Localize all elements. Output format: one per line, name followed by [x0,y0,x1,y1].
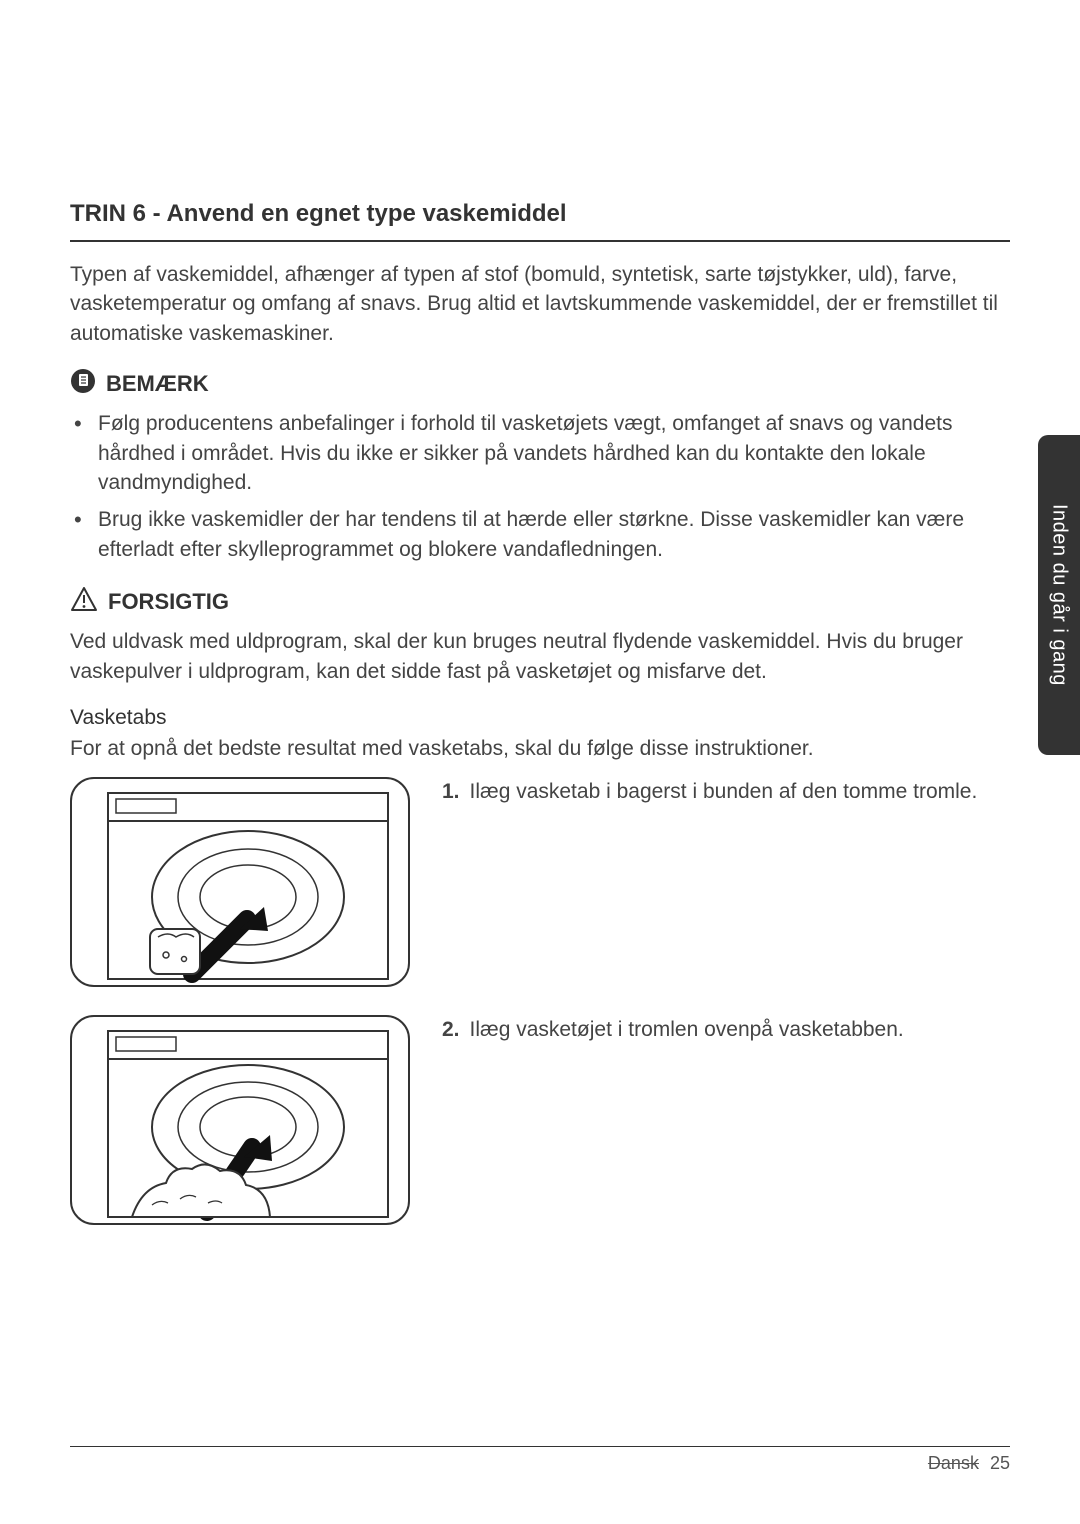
section-title: TRIN 6 - Anvend en egnet type vaskemidde… [70,200,1010,242]
tabs-intro: For at opnå det bedste resultat med vask… [70,734,1010,763]
step-2-number: 2. [442,1015,460,1044]
caution-text: Ved uldvask med uldprogram, skal der kun… [70,627,1010,686]
side-tab-label: Inden du går i gang [1048,504,1071,686]
tabs-heading: Vasketabs [70,706,1010,730]
note-label: BEMÆRK [106,371,209,397]
intro-paragraph: Typen af vaskemiddel, afhænger af typen … [70,260,1010,348]
step-1-text: 1. Ilæg vasketab i bagerst i bunden af d… [442,777,1010,806]
step-2-illustration [70,1015,410,1225]
step-1-illustration [70,777,410,987]
note-header: BEMÆRK [70,368,1010,399]
step-2-desc: Ilæg vasketøjet i tromlen ovenpå vasketa… [470,1015,904,1044]
note-list: Følg producentens anbefalinger i forhold… [70,409,1010,564]
step-row-2: 2. Ilæg vasketøjet i tromlen ovenpå vask… [70,1015,1010,1225]
footer-page-number: 25 [990,1453,1010,1473]
note-item: Følg producentens anbefalinger i forhold… [98,409,1010,497]
side-tab: Inden du går i gang [1038,435,1080,755]
step-row-1: 1. Ilæg vasketab i bagerst i bunden af d… [70,777,1010,987]
step-1-desc: Ilæg vasketab i bagerst i bunden af den … [470,777,978,806]
caution-icon [70,586,98,617]
step-2-text: 2. Ilæg vasketøjet i tromlen ovenpå vask… [442,1015,1010,1044]
note-item: Brug ikke vaskemidler der har tendens ti… [98,505,1010,564]
caution-header: FORSIGTIG [70,586,1010,617]
footer-language: Dansk [928,1453,979,1473]
note-icon [70,368,96,399]
page-footer: Dansk 25 [70,1446,1010,1474]
step-1-number: 1. [442,777,460,806]
caution-label: FORSIGTIG [108,589,229,615]
